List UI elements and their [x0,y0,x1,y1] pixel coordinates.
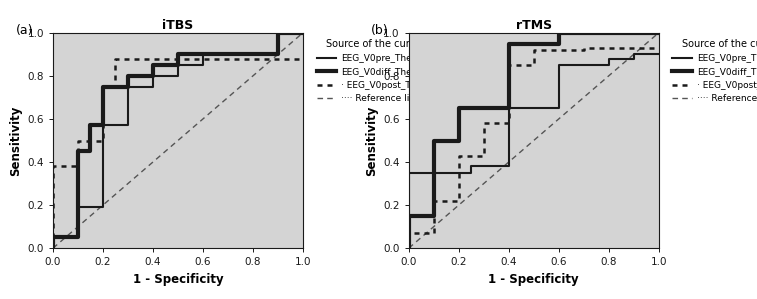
Legend: EEG_V0pre_Theta, EEG_V0diff_Theta, · EEG_V0post_Theta, ···· Reference line: EEG_V0pre_Theta, EEG_V0diff_Theta, · EEG… [671,37,757,105]
Y-axis label: Sensitivity: Sensitivity [365,105,378,176]
Text: (b): (b) [372,24,389,37]
X-axis label: 1 - Specificity: 1 - Specificity [488,273,579,286]
Legend: EEG_V0pre_Theta, EEG_V0diff_Theta, · EEG_V0post_Theta, ···· Reference line: EEG_V0pre_Theta, EEG_V0diff_Theta, · EEG… [315,37,433,105]
X-axis label: 1 - Specificity: 1 - Specificity [132,273,223,286]
Y-axis label: Sensitivity: Sensitivity [9,105,22,176]
Text: (a): (a) [16,24,33,37]
Title: rTMS: rTMS [516,19,552,32]
Title: iTBS: iTBS [162,19,194,32]
